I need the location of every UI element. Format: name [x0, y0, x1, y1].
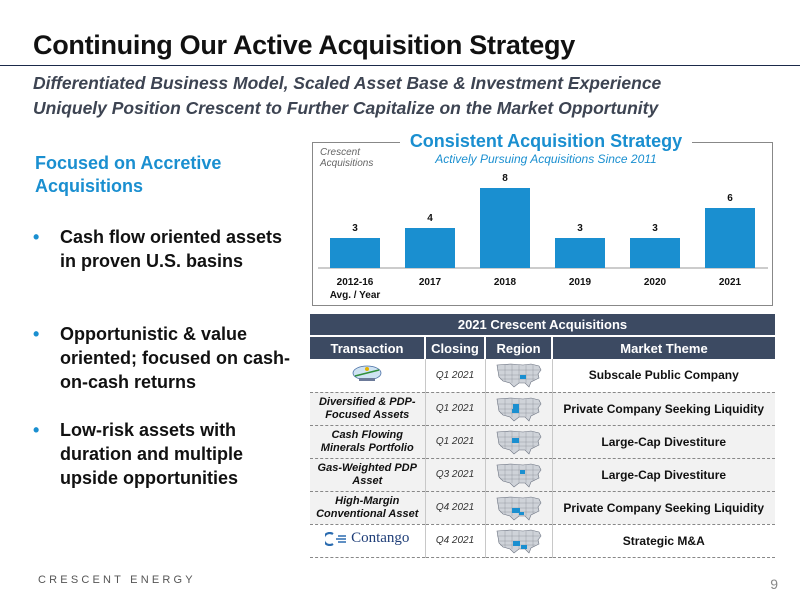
transaction-cell: [310, 359, 426, 393]
bar-value-label: 3: [577, 223, 583, 234]
region-cell: [485, 392, 553, 426]
us-map-icon: [496, 430, 541, 455]
table-caption: 2021 Crescent Acquisitions: [310, 314, 775, 336]
chart-header: Consistent Acquisition Strategy Actively…: [400, 131, 692, 166]
bullet-item: • Opportunistic & value oriented; focuse…: [33, 322, 293, 394]
transaction-cell: Contango: [310, 524, 426, 558]
market-theme-cell: Private Company Seeking Liquidity: [552, 392, 775, 426]
region-cell: [485, 491, 553, 525]
acquisitions-table: 2021 Crescent Acquisitions Transaction C…: [310, 314, 775, 558]
bullet-text: Opportunistic & value oriented; focused …: [60, 324, 291, 392]
chart-bar: [405, 228, 455, 268]
chart-bar: [555, 238, 605, 268]
table-row: Gas-Weighted PDP Asset Q3 2021 Large-Cap D…: [310, 458, 775, 492]
x-tick-label: 2020: [644, 277, 667, 288]
market-theme-cell: Large-Cap Divestiture: [552, 458, 775, 492]
market-theme-cell: Large-Cap Divestiture: [552, 425, 775, 459]
bar-value-label: 8: [502, 173, 508, 184]
market-theme-cell: Subscale Public Company: [552, 359, 775, 393]
transaction-cell: Cash Flowing Minerals Portfolio: [310, 425, 426, 459]
page-number: 9: [770, 576, 778, 592]
column-header-transaction: Transaction: [310, 335, 425, 359]
column-header-closing: Closing: [424, 335, 485, 359]
x-tick-label: 2012-16 Avg. / Year: [330, 277, 381, 301]
contango-logo: Contango: [325, 530, 409, 547]
transaction-cell: Gas-Weighted PDP Asset: [310, 458, 426, 492]
subtitle-line-1: Differentiated Business Model, Scaled As…: [33, 73, 662, 93]
x-tick-label: 2021: [719, 277, 742, 288]
chart-y-axis-label: Crescent Acquisitions: [320, 147, 374, 169]
column-header-region: Region: [484, 335, 552, 359]
chart-title: Consistent Acquisition Strategy: [409, 131, 683, 151]
transaction-cell: High-Margin Conventional Asset: [310, 491, 426, 525]
x-tick-label: 2017: [419, 277, 442, 288]
closing-cell: Q4 2021: [425, 491, 486, 525]
region-cell: [485, 458, 553, 492]
chart-bar: [705, 208, 755, 268]
closing-cell: Q1 2021: [425, 425, 486, 459]
column-header-market-theme: Market Theme: [551, 335, 775, 359]
chart-subtitle: Actively Pursuing Acquisitions Since 201…: [435, 152, 657, 166]
bullet-text: Cash flow oriented assets in proven U.S.…: [60, 227, 283, 271]
chart-bar: [330, 238, 380, 268]
bullet-item: • Low-risk assets with duration and mult…: [33, 418, 293, 490]
us-map-icon: [496, 529, 541, 554]
bar-value-label: 3: [352, 223, 358, 234]
x-tick-label: 2018: [494, 277, 517, 288]
market-theme-cell: Private Company Seeking Liquidity: [552, 491, 775, 525]
chart-bar: [630, 238, 680, 268]
region-cell: [485, 425, 553, 459]
table-row: Contango Q4 2021 Strategic M&A: [310, 524, 775, 558]
table-row: High-Margin Conventional Asset Q4 2021 Pri…: [310, 491, 775, 525]
table-row: Cash Flowing Minerals Portfolio Q1 2021 La…: [310, 425, 775, 459]
bullet-dot: •: [33, 324, 40, 344]
closing-cell: Q3 2021: [425, 458, 486, 492]
closing-cell: Q1 2021: [425, 359, 486, 393]
footer-brand: CRESCENT ENERGY: [38, 574, 196, 586]
page-title: Continuing Our Active Acquisition Strate…: [33, 30, 575, 60]
region-cell: [485, 359, 553, 393]
subtitle-line-2: Uniquely Position Crescent to Further Ca…: [33, 98, 659, 118]
market-theme-cell: Strategic M&A: [552, 524, 775, 558]
closing-cell: Q1 2021: [425, 392, 486, 426]
contango-logo-text: Contango: [351, 530, 410, 547]
bullet-dot: •: [33, 420, 40, 440]
chart-bar: [480, 188, 530, 268]
us-map-icon: [496, 363, 541, 388]
us-map-icon: [496, 496, 541, 521]
bullet-item: • Cash flow oriented assets in proven U.…: [33, 225, 293, 273]
title-divider: [0, 65, 800, 66]
x-tick-label: 2019: [569, 277, 592, 288]
us-map-icon: [496, 397, 541, 422]
table-row: Q1 2021 Subscale Public Company: [310, 359, 775, 393]
bullet-dot: •: [33, 227, 40, 247]
table-row: Diversified & PDP-Focused Assets Q1 2021 P…: [310, 392, 775, 426]
company-logo: [352, 365, 382, 381]
left-heading: Focused on Accretive Acquisitions: [35, 153, 222, 196]
bar-value-label: 4: [427, 213, 433, 224]
region-cell: [485, 524, 553, 558]
closing-cell: Q4 2021: [425, 524, 486, 558]
bar-value-label: 6: [727, 193, 733, 204]
bar-value-label: 3: [652, 223, 658, 234]
us-map-icon: [496, 463, 541, 488]
bullet-text: Low-risk assets with duration and multip…: [60, 420, 243, 488]
transaction-cell: Diversified & PDP-Focused Assets: [310, 392, 426, 426]
